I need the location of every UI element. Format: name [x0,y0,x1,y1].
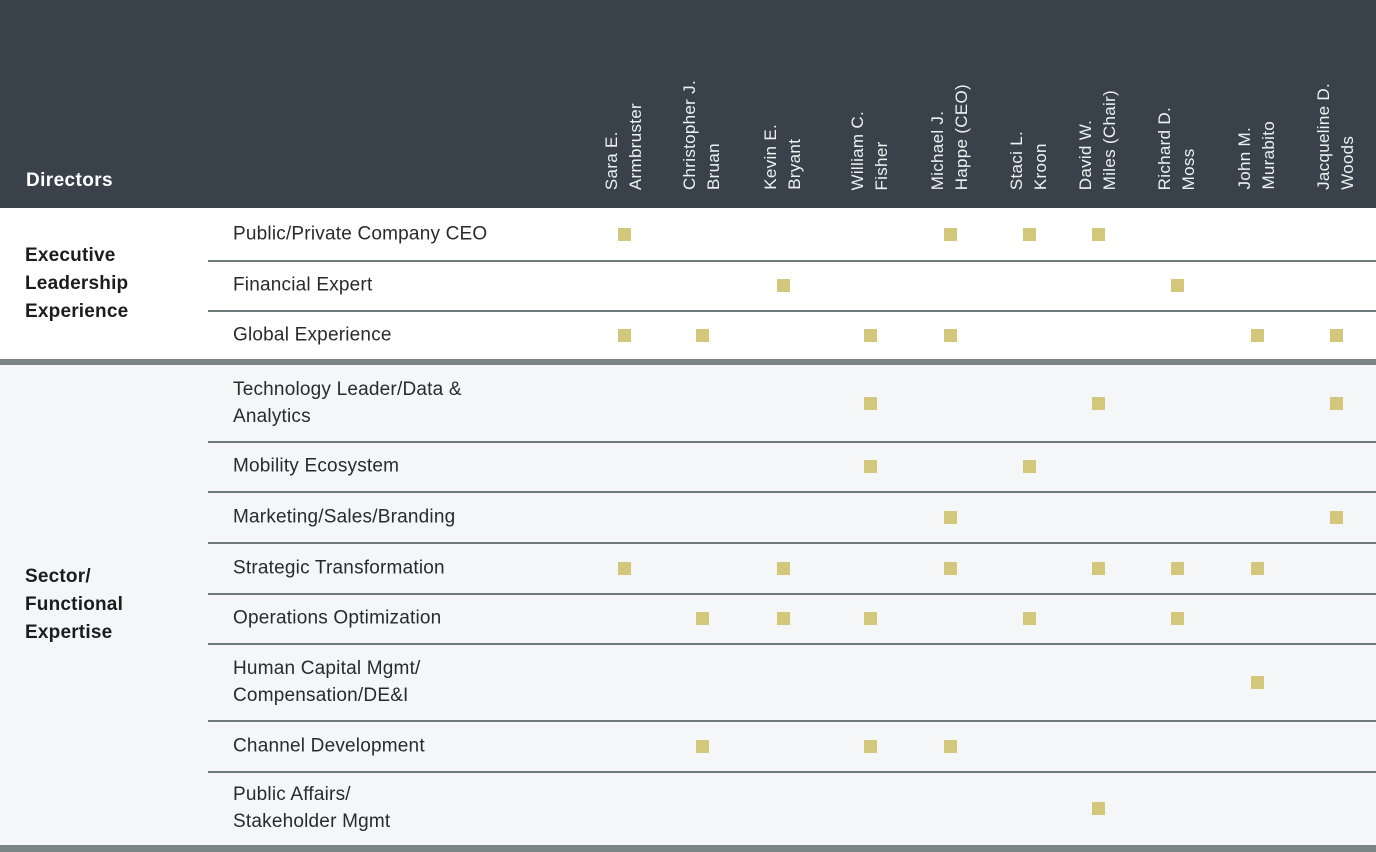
row-divider [208,310,1376,312]
row-divider [208,441,1376,443]
row-divider [208,491,1376,493]
row-divider [208,643,1376,645]
skill-mark [1251,561,1264,575]
skill-label: Marketing/Sales/Branding [233,506,456,527]
skill-label: Channel Development [233,735,425,756]
skill-mark [864,397,877,410]
director-name: Jacqueline D. Woods [1314,83,1357,190]
skill-mark [944,328,957,342]
skill-row: Public/Private Company CEO [0,208,1376,260]
skill-mark [944,739,957,753]
skill-mark [618,561,631,575]
skill-mark [1251,328,1264,342]
skill-mark [1171,279,1184,292]
director-name: Christopher J. Bruan [680,79,723,190]
skill-group: Executive Leadership Experience Public/Pr… [0,208,1376,359]
director-name: Richard D. Moss [1155,106,1198,190]
skill-mark [1330,510,1343,524]
skill-mark [1251,675,1264,689]
skill-label: Technology Leader/Data & Analytics [233,379,462,427]
skill-label: Public Affairs/ Stakeholder Mgmt [233,784,391,832]
skill-mark [696,612,709,625]
group-label: Sector/ Functional Expertise [25,566,124,643]
skill-label: Human Capital Mgmt/ Compensation/DE&I [233,657,421,706]
group-separator [0,359,1376,365]
row-divider [208,720,1376,722]
skill-row: Marketing/Sales/Branding [0,491,1376,542]
skill-mark [618,228,631,241]
skill-mark [1092,561,1105,575]
skill-mark [1092,802,1105,815]
director-name: Sara E. Armbruster [602,102,645,190]
row-divider [208,771,1376,773]
skill-mark [944,510,957,524]
skill-mark [1171,561,1184,575]
skill-mark [864,460,877,473]
skill-label: Public/Private Company CEO [233,223,488,245]
skill-mark [944,228,957,241]
director-name: Staci L. Kroon [1007,130,1050,190]
skill-label: Strategic Transformation [233,557,445,578]
skill-mark [1023,460,1036,473]
skill-row: Human Capital Mgmt/ Compensation/DE&I [0,643,1376,720]
skill-row: Operations Optimization [0,593,1376,643]
skill-row: Public Affairs/ Stakeholder Mgmt [0,771,1376,845]
skill-mark [777,279,790,292]
skill-row: Channel Development [0,720,1376,771]
directors-column-header: Directors [26,170,114,191]
skill-mark [864,739,877,753]
skill-label: Mobility Ecosystem [233,455,400,477]
skill-mark [777,561,790,575]
skill-mark [1330,328,1343,342]
skill-label: Operations Optimization [233,607,442,629]
skill-mark [1023,228,1036,241]
skill-row: Mobility Ecosystem [0,441,1376,491]
director-name: Michael J. Happe (CEO) [928,83,971,190]
director-name: John M. Murabito [1235,121,1278,190]
row-divider [208,593,1376,595]
director-name: David W. Miles (Chair) [1076,89,1119,190]
skill-mark [944,561,957,575]
skill-label: Financial Expert [233,274,373,296]
row-divider [208,260,1376,262]
table-header: Directors Sara E. Armbruster Christopher … [0,0,1376,208]
skill-mark [696,328,709,342]
skill-mark [696,739,709,753]
skill-mark [1023,612,1036,625]
skill-mark [1092,228,1105,241]
skill-row: Financial Expert [0,260,1376,310]
skill-mark [864,328,877,342]
matrix-body: Executive Leadership Experience Public/Pr… [0,208,1376,852]
director-name: Kevin E. Bryant [761,124,804,190]
skill-mark [864,612,877,625]
skill-group: Sector/ Functional Expertise Technology L… [0,365,1376,845]
skill-row: Global Experience [0,310,1376,359]
skill-label: Global Experience [233,324,392,345]
skill-mark [1171,612,1184,625]
skill-row: Technology Leader/Data & Analytics [0,365,1376,441]
skill-mark [1330,397,1343,410]
skill-mark [618,328,631,342]
skill-mark [777,612,790,625]
group-label: Executive Leadership Experience [25,244,129,322]
director-name: William C. Fisher [848,110,891,191]
row-divider [208,542,1376,544]
skill-row: Strategic Transformation [0,542,1376,593]
skill-mark [1092,397,1105,410]
group-separator [0,845,1376,852]
